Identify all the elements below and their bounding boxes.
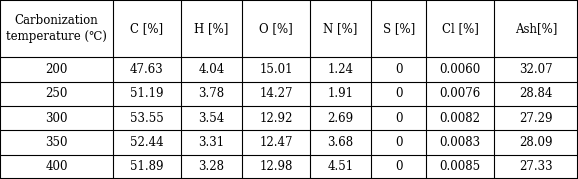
Text: 3.68: 3.68 [328,136,354,149]
Text: 4.04: 4.04 [198,63,225,76]
Text: 32.07: 32.07 [519,63,553,76]
Text: 4.51: 4.51 [328,160,354,173]
Text: 12.47: 12.47 [260,136,293,149]
Text: 53.55: 53.55 [130,112,164,125]
Text: 51.19: 51.19 [130,87,164,100]
Text: 0.0083: 0.0083 [440,136,481,149]
Text: 0: 0 [395,136,402,149]
Text: 27.33: 27.33 [519,160,553,173]
Text: Ash[%]: Ash[%] [515,22,557,35]
Text: 2.69: 2.69 [328,112,354,125]
Text: 3.54: 3.54 [198,112,225,125]
Text: 28.84: 28.84 [520,87,553,100]
Text: Cl [%]: Cl [%] [442,22,479,35]
Text: 350: 350 [45,136,68,149]
Text: 3.78: 3.78 [198,87,225,100]
Text: H [%]: H [%] [194,22,229,35]
Text: 52.44: 52.44 [130,136,164,149]
Text: 0: 0 [395,87,402,100]
Text: 0.0082: 0.0082 [440,112,481,125]
Text: C [%]: C [%] [131,22,164,35]
Text: 47.63: 47.63 [130,63,164,76]
Text: 0.0076: 0.0076 [439,87,481,100]
Text: 51.89: 51.89 [130,160,164,173]
Text: 27.29: 27.29 [519,112,553,125]
Text: 14.27: 14.27 [260,87,293,100]
Text: O [%]: O [%] [259,22,293,35]
Text: 0: 0 [395,160,402,173]
Text: 1.91: 1.91 [328,87,354,100]
Text: 0: 0 [395,112,402,125]
Text: 300: 300 [45,112,68,125]
Text: 0: 0 [395,63,402,76]
Text: 3.31: 3.31 [198,136,225,149]
Text: Carbonization
temperature (℃): Carbonization temperature (℃) [6,14,107,43]
Text: 0.0060: 0.0060 [439,63,481,76]
Text: N [%]: N [%] [324,22,358,35]
Text: 1.24: 1.24 [328,63,354,76]
Text: 0.0085: 0.0085 [440,160,481,173]
Text: S [%]: S [%] [383,22,415,35]
Text: 12.92: 12.92 [260,112,293,125]
Text: 3.28: 3.28 [198,160,224,173]
Text: 400: 400 [45,160,68,173]
Text: 28.09: 28.09 [519,136,553,149]
Text: 200: 200 [45,63,68,76]
Text: 250: 250 [45,87,68,100]
Text: 12.98: 12.98 [260,160,293,173]
Text: 15.01: 15.01 [260,63,293,76]
